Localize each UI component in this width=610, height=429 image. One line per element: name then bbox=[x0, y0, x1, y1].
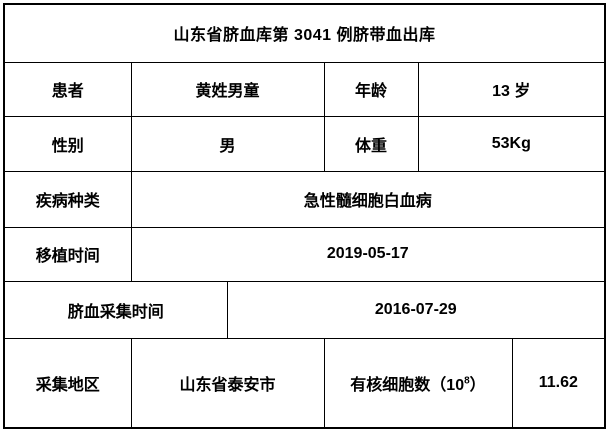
disease-row: 疾病种类 急性髓细胞白血病 bbox=[3, 170, 606, 228]
patient-value-cell: 黄姓男童 bbox=[130, 61, 325, 117]
disease-value-cell: 急性髓细胞白血病 bbox=[130, 170, 606, 228]
gender-label-cell: 性别 bbox=[3, 115, 132, 172]
transplant-date-row: 移植时间 2019-05-17 bbox=[3, 226, 606, 282]
collection-time-row: 脐血采集时间 2016-07-29 bbox=[3, 280, 606, 339]
cord-blood-release-table: 山东省脐血库第 3041 例脐带血出库 患者 黄姓男童 年龄 13 岁 性别 男… bbox=[3, 3, 607, 429]
page-title: 山东省脐血库第 3041 例脐带血出库 bbox=[3, 3, 606, 63]
weight-label-cell: 体重 bbox=[323, 115, 419, 172]
disease-label-cell: 疾病种类 bbox=[3, 170, 132, 228]
collection-region-label-cell: 采集地区 bbox=[3, 337, 132, 429]
transplant-date-label-cell: 移植时间 bbox=[3, 226, 132, 282]
gender-row: 性别 男 体重 53Kg bbox=[3, 115, 606, 172]
gender-value-cell: 男 bbox=[130, 115, 325, 172]
patient-label-cell: 患者 bbox=[3, 61, 132, 117]
collection-time-value-cell: 2016-07-29 bbox=[226, 280, 606, 339]
age-value-cell: 13 岁 bbox=[417, 61, 606, 117]
nucleated-cell-count-label-prefix: 有核细胞数（10 bbox=[350, 376, 465, 394]
age-label-cell: 年龄 bbox=[323, 61, 419, 117]
collection-region-row: 采集地区 山东省泰安市 有核细胞数（108） 11.62 bbox=[3, 337, 606, 429]
patient-row: 患者 黄姓男童 年龄 13 岁 bbox=[3, 61, 606, 117]
nucleated-cell-count-exponent: 8 bbox=[464, 375, 470, 387]
weight-value-cell: 53Kg bbox=[417, 115, 606, 172]
title-row: 山东省脐血库第 3041 例脐带血出库 bbox=[3, 3, 606, 63]
nucleated-cell-count-label-suffix: ） bbox=[469, 376, 486, 394]
transplant-date-value-cell: 2019-05-17 bbox=[130, 226, 606, 282]
collection-time-label-cell: 脐血采集时间 bbox=[3, 280, 228, 339]
nucleated-cell-count-label-cell: 有核细胞数（108） bbox=[323, 337, 513, 429]
nucleated-cell-count-value-cell: 11.62 bbox=[511, 337, 606, 429]
collection-region-value-cell: 山东省泰安市 bbox=[130, 337, 325, 429]
